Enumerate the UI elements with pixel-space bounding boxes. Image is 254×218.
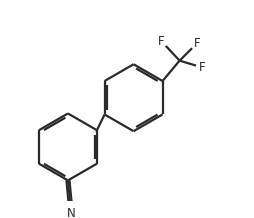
Text: F: F [199,61,205,74]
Text: N: N [67,207,75,218]
Text: F: F [193,37,200,50]
Text: F: F [158,35,165,48]
